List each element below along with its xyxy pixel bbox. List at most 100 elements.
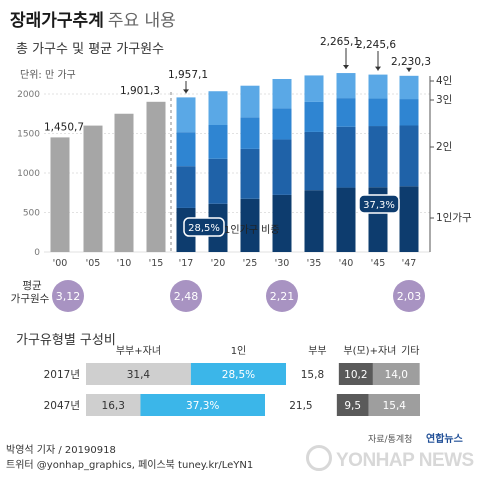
y-tick-label: 2000 [17, 90, 40, 100]
bar-segment-2person [240, 148, 260, 199]
share-caption: 1인가구 비중 [224, 224, 280, 236]
y-tick-label: 1000 [17, 169, 40, 179]
bar-segment-3person [208, 124, 228, 159]
avg-size-value: 2,48 [174, 290, 199, 303]
x-tick-label: '30 [275, 258, 290, 269]
composition-segment [140, 394, 266, 416]
bar-historical [114, 113, 134, 252]
bar-segment-2person [368, 126, 388, 188]
bar-segment-2person [399, 125, 419, 187]
composition-segment [265, 394, 337, 416]
social-links: 트위터 @yonhap_graphics, 페이스북 tuney.kr/LeYN… [6, 460, 254, 471]
composition-value: 21,5 [289, 400, 312, 412]
x-tick-label: '15 [149, 258, 164, 269]
bar-value-label: 1,957,1 [168, 69, 208, 81]
bar-segment-3person [336, 98, 356, 127]
bar-segment-1person [240, 198, 260, 252]
avg-size-bubble [393, 280, 425, 312]
composition-segment [338, 363, 373, 385]
bar-segment-4person [272, 78, 292, 109]
segment-header: 부부+자녀 [116, 345, 161, 357]
x-tick-label: '10 [117, 258, 132, 269]
bar-segment-2person [208, 158, 228, 204]
bar-value-label: 1,901,3 [120, 85, 160, 97]
value-pointer-head [183, 89, 189, 94]
composition-segment [286, 363, 339, 385]
title-main: 장래가구추계 [10, 11, 104, 31]
source-label: 자료/통계청 [368, 435, 413, 445]
series-label: 3인 [436, 94, 452, 106]
x-tick-label: '25 [243, 258, 258, 269]
composition-value: 28,5% [222, 369, 255, 381]
yonhap-small-logo: 연합뉴스 [426, 434, 463, 445]
segment-header: 1인 [231, 345, 247, 357]
avg-size-value: 2,03 [397, 290, 422, 303]
bar-segment-2person [336, 126, 356, 188]
composition-segment [372, 363, 420, 385]
share-callout [358, 194, 400, 214]
x-tick-label: '45 [371, 258, 386, 269]
composition-segment [336, 394, 369, 416]
bar-segment-2person [176, 166, 196, 208]
bar-segment-3person [368, 98, 388, 127]
avg-size-bubble [266, 280, 298, 312]
bar-segment-4person [304, 75, 324, 102]
composition-value: 15,8 [301, 369, 324, 381]
row-year-label: 2047년 [44, 400, 80, 412]
composition-segment [86, 394, 141, 416]
composition-segment [190, 363, 287, 385]
share-callout-label: 28,5% [188, 223, 220, 234]
bar-segment-1person [399, 186, 419, 252]
composition-value: 16,3 [102, 400, 125, 412]
series-label: 2인 [436, 141, 452, 153]
x-tick-label: '40 [339, 258, 354, 269]
bar-segment-4person [368, 74, 388, 99]
share-callout [183, 217, 225, 237]
composition-value: 10,2 [344, 369, 367, 381]
x-tick-label: '17 [179, 258, 194, 269]
section1-title: 총 가구수 및 평균 가구원수 [16, 42, 165, 57]
composition-value: 31,4 [127, 369, 151, 381]
value-pointer-head [343, 65, 349, 70]
yonhap-mark-icon [306, 445, 332, 471]
series-label: 1인가구 [436, 212, 472, 224]
bar-value-label: 2,245,6 [356, 39, 396, 51]
segment-header: 부(모)+자녀 [343, 345, 396, 357]
unit-label: 단위: 만 가구 [20, 70, 76, 81]
avg-label-line2: 가구원수 [11, 293, 50, 305]
bar-historical [83, 125, 103, 252]
y-tick-label: 0 [34, 248, 40, 258]
avg-size-bubble [52, 280, 84, 312]
y-tick-label: 500 [23, 209, 40, 219]
share-callout-label: 37,3% [363, 200, 395, 211]
bar-segment-1person [272, 194, 292, 252]
y-tick-label: 1500 [17, 130, 40, 140]
avg-size-value: 3,12 [56, 290, 81, 303]
bar-value-label: 2,230,3 [391, 56, 431, 68]
value-pointer-head [406, 67, 412, 72]
value-pointer-head [375, 66, 381, 71]
household-bar-chart: 0 500 1000 1500 2000 '00 '05 '10 '15 '17 '20 '25 '30… [11, 36, 472, 312]
bar-segment-1person [304, 190, 324, 252]
composition-value: 15,4 [383, 400, 407, 412]
bar-segment-3person [272, 108, 292, 140]
series-label: 4인 [436, 75, 452, 87]
composition-value: 37,3% [186, 400, 219, 412]
segment-header: 부부 [308, 346, 326, 357]
bar-segment-4person [176, 97, 196, 133]
avg-label-line1: 평균 [22, 280, 42, 292]
bar-value-label: 2,265,1 [320, 36, 360, 48]
bar-segment-4person [336, 73, 356, 99]
bar-segment-2person [304, 131, 324, 191]
bar-value-label: 1,450,7 [44, 121, 84, 133]
avg-size-value: 2,21 [270, 290, 295, 303]
x-tick-label: '35 [307, 258, 322, 269]
composition-value: 9,5 [344, 400, 361, 412]
bar-segment-1person [336, 187, 356, 252]
composition-segment [86, 363, 191, 385]
avg-size-bubble [170, 280, 202, 312]
byline: 박영석 기자 / 20190918 [6, 445, 116, 456]
bar-segment-2person [272, 139, 292, 195]
x-tick-label: '47 [402, 258, 417, 269]
